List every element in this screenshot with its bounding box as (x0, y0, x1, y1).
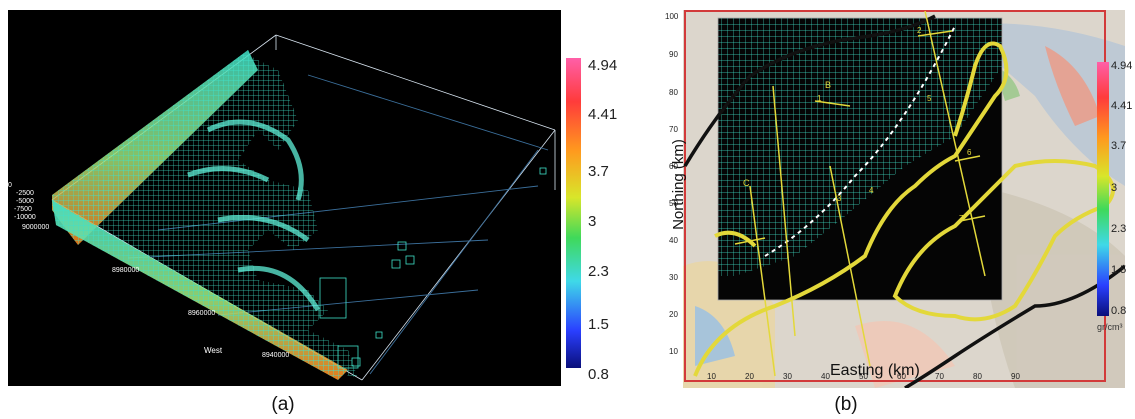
colorbar-label: 3 (1111, 182, 1118, 194)
colorbar-label: 3.7 (588, 163, 609, 180)
model-mesh-region (718, 18, 1002, 276)
x-tick: 30 (783, 372, 792, 381)
direction-label: West (204, 346, 223, 355)
depth-label: -2500 (16, 190, 34, 197)
y-tick: 100 (665, 12, 679, 21)
x-axis-title: Easting (km) (830, 362, 920, 379)
x-tick: 20 (745, 372, 754, 381)
profile-label: 1 (817, 94, 822, 103)
northing-label: 8960000 (188, 310, 216, 317)
profile-label: C (743, 178, 750, 188)
colorbar-label: 3.7 (1111, 140, 1127, 152)
colorbar-label: 1.5 (1111, 264, 1127, 276)
x-tick: 70 (935, 372, 944, 381)
colorbar-label: 4.94 (588, 57, 618, 74)
northing-label: 8940000 (262, 352, 290, 359)
depth-label: -5000 (16, 198, 34, 205)
x-tick: 50 (859, 372, 868, 381)
mesh-ridges (187, 119, 321, 312)
x-tick: 60 (897, 372, 906, 381)
y-tick: 50 (669, 199, 678, 208)
panel-b-map-overlay: 100 90 80 70 60 50 40 30 20 10 10 20 30 … (655, 6, 1127, 390)
colorbar-label: 2.3 (1111, 223, 1127, 235)
colorbar-label: 1.5 (588, 316, 609, 333)
x-tick: 40 (821, 372, 830, 381)
panel-a-3d-density-model: 0 -2500 -5000 -7500 -10000 9000000 89800… (8, 10, 561, 386)
profile-lines (734, 10, 986, 377)
profile-label: 7 (959, 214, 964, 223)
y-tick: 30 (669, 273, 678, 282)
colorbar-label: 4.41 (1111, 100, 1133, 112)
scattered-voxels (319, 167, 547, 369)
colorbar-label: 2.3 (588, 263, 609, 280)
x-tick: 90 (1011, 372, 1020, 381)
colorbar-unit: gr/cm³ (1097, 322, 1123, 332)
profile-label: 4 (869, 186, 874, 195)
profile-label: 5 (927, 94, 932, 103)
northing-label: 8980000 (112, 267, 140, 274)
x-tick: 10 (707, 372, 716, 381)
y-tick: 60 (669, 162, 678, 171)
profile-label: B (825, 80, 832, 90)
colorbar-label: 0.8 (1111, 305, 1127, 317)
y-tick: 80 (669, 88, 678, 97)
dashed-contact (764, 25, 956, 257)
colorbar-label: 3 (588, 213, 597, 230)
colorbar-label: 4.94 (1111, 60, 1133, 72)
panel-b-caption: (b) (834, 394, 858, 415)
panel-b-map (683, 10, 1127, 390)
x-tick: 80 (973, 372, 982, 381)
y-axis-title: Northing (km) (669, 139, 687, 230)
depth-label: 0 (8, 182, 12, 189)
fault-lines (683, 14, 1127, 390)
y-tick: 20 (669, 310, 678, 319)
profile-label: 2 (917, 26, 922, 35)
profile-label: 6 (967, 148, 972, 157)
profile-label: 3 (837, 194, 842, 203)
colorbar-label: 0.8 (588, 366, 609, 383)
y-tick: 40 (669, 236, 678, 245)
panel-a-caption: (a) (271, 394, 295, 415)
depth-label: -7500 (14, 206, 32, 213)
y-tick: 10 (669, 347, 678, 356)
y-tick: 70 (669, 125, 678, 134)
depth-label: -10000 (14, 214, 36, 221)
panel-a-3d-view (51, 34, 556, 381)
panel-b-colorbar (1097, 62, 1109, 316)
density-body-mesh (68, 55, 358, 378)
panel-a-colorbar (566, 58, 581, 368)
colorbar-label: 4.41 (588, 106, 618, 123)
y-tick: 90 (669, 50, 678, 59)
northing-label: 9000000 (22, 224, 50, 231)
